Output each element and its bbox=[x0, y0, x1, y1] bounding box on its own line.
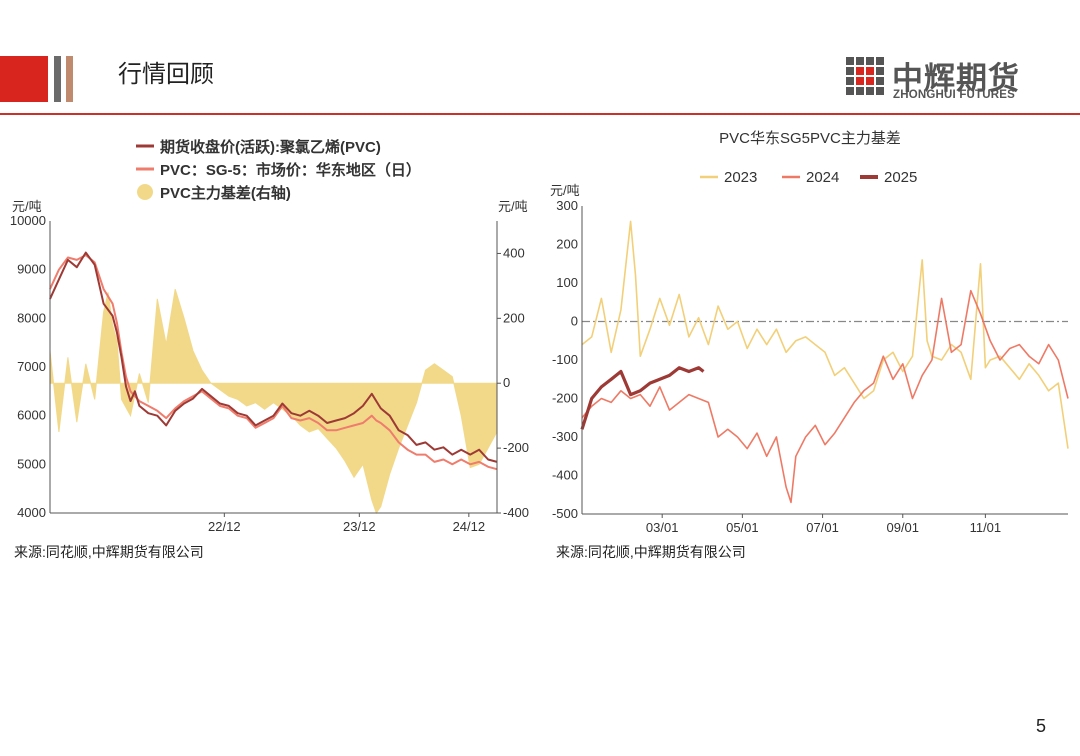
series-line-2024 bbox=[581, 289, 1069, 504]
series-futures-line bbox=[49, 251, 498, 463]
y-tick-label: -400 bbox=[552, 468, 578, 483]
y-tick-label: 0 bbox=[571, 314, 578, 329]
series-basis-area bbox=[49, 288, 498, 515]
legend-swatch-3 bbox=[137, 184, 153, 200]
legend-label-1: 期货收盘价(活跃):聚氯乙烯(PVC) bbox=[160, 138, 381, 156]
x-tick-label: 09/01 bbox=[886, 520, 919, 535]
x-tick-label: 24/12 bbox=[453, 519, 486, 534]
y-tick-left-label: 8000 bbox=[17, 310, 46, 325]
legend-label-2: PVC：SG-5：市场价：华东地区（日） bbox=[160, 161, 421, 179]
y-tick-label: -300 bbox=[552, 429, 578, 444]
y-tick-left-label: 5000 bbox=[17, 456, 46, 471]
x-tick-label: 03/01 bbox=[646, 520, 679, 535]
legend-label-2023: 2023 bbox=[724, 169, 757, 186]
page-title: 行情回顾 bbox=[118, 61, 214, 88]
y-tick-left-label: 9000 bbox=[17, 262, 46, 277]
y-tick-left-label: 4000 bbox=[17, 505, 46, 520]
y-tick-right-label: 400 bbox=[503, 245, 525, 260]
y-tick-label: -500 bbox=[552, 506, 578, 521]
y-tick-label: 300 bbox=[556, 198, 578, 213]
company-logo: 中辉期货 ZHONGHUI FUTURES bbox=[846, 53, 1026, 105]
x-tick-label: 07/01 bbox=[806, 520, 839, 535]
y-tick-right-label: -400 bbox=[503, 505, 529, 520]
y-tick-label: 100 bbox=[556, 275, 578, 290]
y-axis-label: 元/吨 bbox=[550, 183, 580, 198]
y-tick-left-label: 10000 bbox=[10, 213, 46, 228]
logo-grid-icon bbox=[846, 57, 884, 95]
y-axis-left-label: 元/吨 bbox=[12, 199, 42, 214]
x-tick-label: 23/12 bbox=[343, 519, 376, 534]
legend-label-3: PVC主力基差(右轴) bbox=[160, 184, 291, 202]
seasonal-basis-chart: PVC华东SG5PVC主力基差 2023 2024 2025 元/吨 -500 -400 -3… bbox=[550, 130, 1069, 560]
y-tick-left-label: 6000 bbox=[17, 408, 46, 423]
chart-title: PVC华东SG5PVC主力基差 bbox=[719, 130, 901, 147]
header-red-block bbox=[0, 56, 48, 102]
y-tick-label: -200 bbox=[552, 391, 578, 406]
page-number: 5 bbox=[1035, 716, 1046, 736]
y-tick-label: -100 bbox=[552, 352, 578, 367]
y-tick-right-label: 0 bbox=[503, 375, 510, 390]
header-divider bbox=[0, 113, 1080, 115]
x-tick-label: 22/12 bbox=[208, 519, 241, 534]
y-tick-left-label: 7000 bbox=[17, 359, 46, 374]
y-tick-label: 200 bbox=[556, 237, 578, 252]
legend-label-2025: 2025 bbox=[884, 169, 917, 186]
series-line-2023 bbox=[581, 220, 1069, 449]
y-axis-right-label: 元/吨 bbox=[498, 199, 528, 214]
source-note: 来源:同花顺,中辉期货有限公司 bbox=[14, 544, 204, 560]
series-line-2025 bbox=[580, 366, 705, 430]
logo-text-cn: 中辉期货 bbox=[892, 61, 1020, 96]
x-tick-label: 05/01 bbox=[726, 520, 759, 535]
y-tick-right-label: -200 bbox=[503, 440, 529, 455]
header-gray-bar bbox=[54, 56, 61, 102]
legend-label-2024: 2024 bbox=[806, 169, 839, 186]
logo-text-en: ZHONGHUI FUTURES bbox=[893, 89, 1016, 101]
x-tick-label: 11/01 bbox=[970, 520, 1002, 535]
header-brown-bar bbox=[66, 56, 73, 102]
y-tick-right-label: 200 bbox=[503, 310, 525, 325]
price-basis-chart: 期货收盘价(活跃):聚氯乙烯(PVC) PVC：SG-5：市场价：华东地区（日） P… bbox=[10, 138, 529, 560]
source-note: 来源:同花顺,中辉期货有限公司 bbox=[556, 544, 746, 560]
